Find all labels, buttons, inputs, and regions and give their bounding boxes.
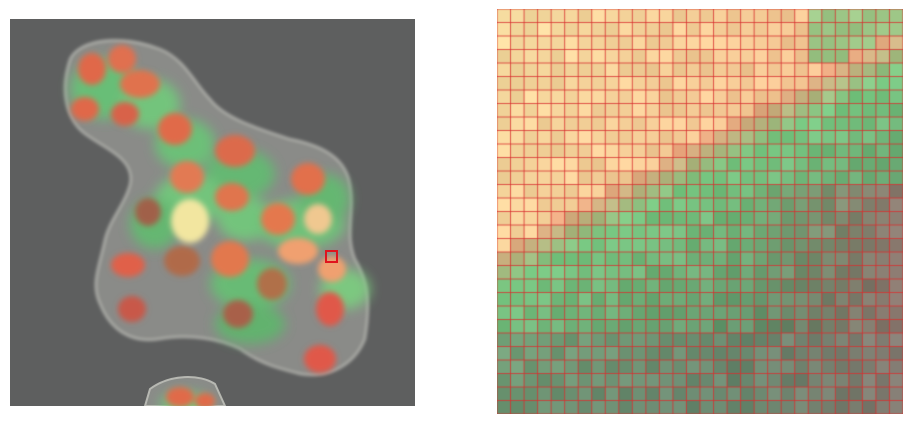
- nucleus: [108, 45, 136, 73]
- nucleus: [158, 113, 192, 145]
- nucleus: [291, 163, 325, 195]
- nucleus: [278, 238, 318, 264]
- nucleus: [111, 253, 145, 277]
- nucleus: [78, 53, 106, 85]
- nucleus: [215, 135, 255, 167]
- nucleus: [135, 198, 161, 226]
- nucleus: [111, 102, 139, 126]
- nucleus: [211, 241, 249, 277]
- cell-micrograph: [10, 19, 415, 406]
- nucleus: [166, 387, 194, 406]
- zoomed-pixel-grid: [497, 9, 903, 414]
- nucleus: [316, 292, 344, 326]
- nucleus: [304, 345, 336, 373]
- micrograph-panel: [10, 19, 415, 406]
- nucleus: [223, 300, 253, 328]
- nucleus: [71, 97, 99, 121]
- nucleus: [195, 393, 215, 406]
- nucleus: [164, 246, 200, 276]
- roi-selection-box: [325, 250, 338, 263]
- nucleus: [118, 296, 146, 322]
- nucleus: [171, 199, 209, 243]
- nucleus: [170, 161, 204, 193]
- nucleus: [261, 203, 295, 235]
- nucleus: [257, 268, 287, 300]
- nucleus: [304, 204, 332, 234]
- nucleus: [215, 183, 249, 211]
- zoom-panel: [497, 9, 903, 414]
- nucleus: [120, 70, 160, 98]
